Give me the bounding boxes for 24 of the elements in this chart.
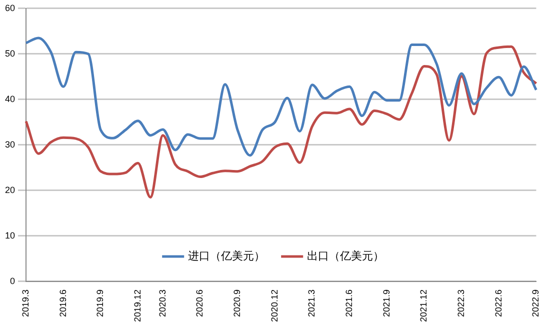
x-tick-label: 2020.12	[269, 289, 280, 322]
x-tick-label: 2022.6	[493, 289, 504, 317]
x-tick-label: 2021.9	[381, 289, 392, 317]
y-tick-label: 0	[10, 276, 16, 286]
y-tick-label: 60	[4, 2, 16, 13]
legend-label: 出口（亿美元）	[307, 249, 384, 262]
x-tick-label: 2020.9	[232, 289, 242, 317]
x-tick-label: 2019.9	[95, 289, 106, 317]
legend-label: 进口（亿美元）	[188, 249, 266, 262]
x-tick-label: 2020.3	[157, 289, 168, 317]
x-tick-label: 2021.6	[344, 289, 354, 317]
x-tick-label: 2019.12	[132, 289, 142, 322]
x-tick-label: 2021.3	[306, 289, 317, 317]
y-tick-label: 20	[4, 184, 16, 195]
x-tick-label: 2019.6	[58, 289, 68, 317]
x-tick-label: 2021.12	[418, 289, 429, 322]
y-tick-label: 40	[4, 94, 16, 104]
x-tick-label: 2019.3	[20, 289, 30, 317]
x-tick-label: 2022.9	[530, 289, 541, 317]
y-tick-label: 50	[4, 48, 16, 58]
x-tick-label: 2022.3	[456, 289, 466, 317]
y-tick-label: 30	[4, 139, 16, 150]
x-tick-label: 2020.6	[194, 289, 205, 317]
y-tick-label: 10	[4, 230, 16, 240]
